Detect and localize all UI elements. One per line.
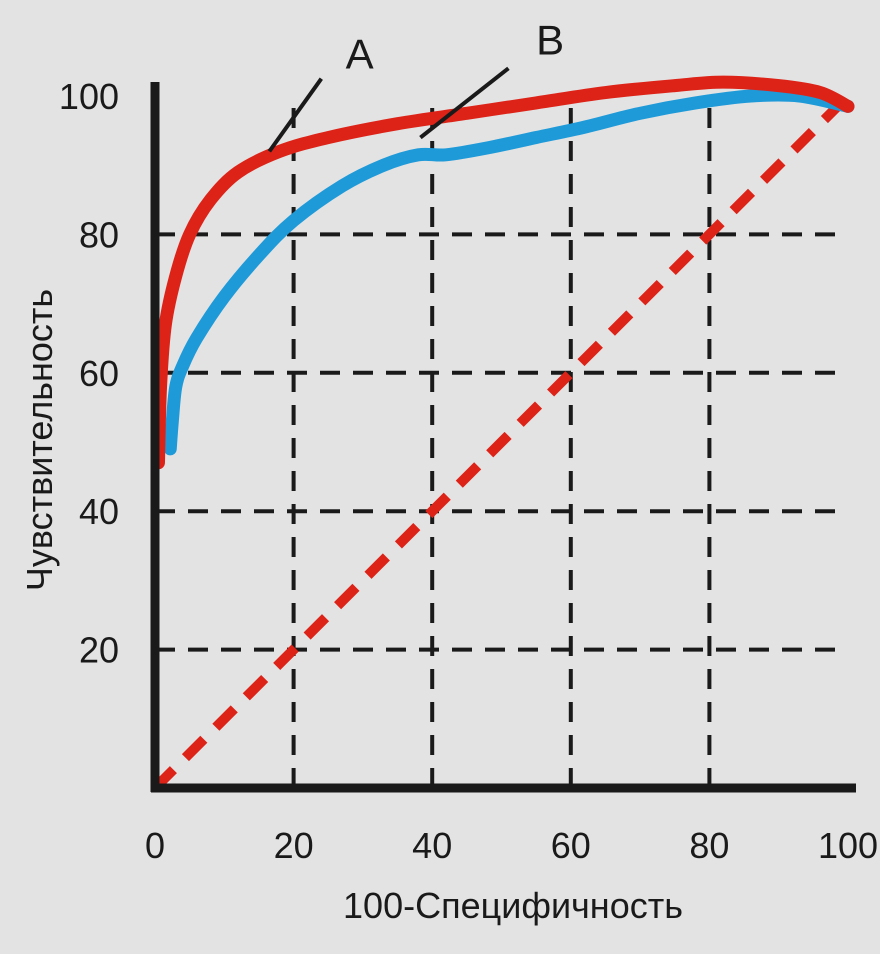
y-axis-title: Чувствительность [19,289,60,591]
x-tick-label-60: 60 [551,825,591,866]
y-tick-label-60: 60 [79,353,119,394]
x-tick-label-100: 100 [818,825,878,866]
y-tick-label-40: 40 [79,491,119,532]
axes [150,82,856,793]
y-tick-label-20: 20 [79,630,119,671]
grid-lines [155,96,848,788]
x-tick-label-20: 20 [274,825,314,866]
x-axis-title: 100-Специфичность [343,885,683,926]
annotation-label-a: A [346,30,374,77]
series-layer [151,75,855,792]
series-reference-diagonal [151,92,852,792]
y-tick-label-80: 80 [79,214,119,255]
x-tick-label-0: 0 [145,825,165,866]
series-line-a [151,75,855,470]
tick-labels: 0 20 40 60 80 100 20 40 60 80 100 [59,76,878,866]
annotation-label-b: B [536,16,564,63]
annotation-leader-a [267,77,323,153]
x-tick-label-40: 40 [412,825,452,866]
annotation-leader-b [419,66,510,140]
x-tick-label-80: 80 [689,825,729,866]
series-line-b [163,88,855,456]
y-tick-label-100: 100 [59,76,119,117]
